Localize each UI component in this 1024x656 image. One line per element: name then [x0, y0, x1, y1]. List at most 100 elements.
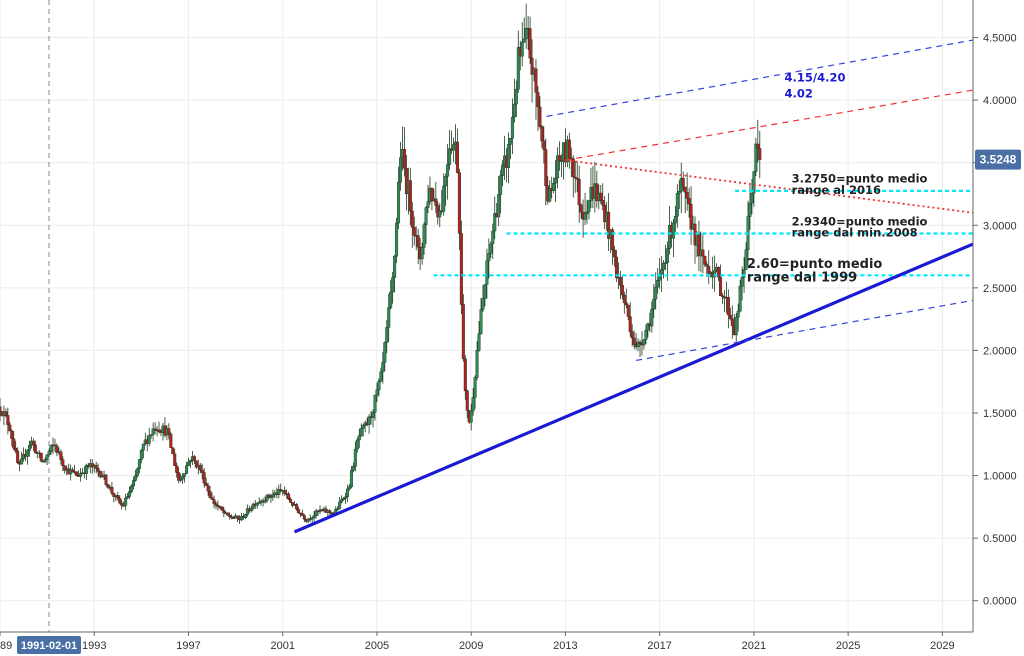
candle	[571, 155, 575, 198]
candle	[49, 444, 53, 455]
candle-body	[45, 454, 49, 460]
candle-body	[312, 515, 316, 518]
candle-body	[469, 410, 473, 423]
candle-body	[446, 164, 450, 177]
candle-body	[402, 149, 406, 169]
candle	[726, 289, 730, 329]
candle-body	[153, 428, 157, 431]
candle-body	[630, 331, 634, 339]
candle	[720, 292, 724, 305]
x-axis[interactable]: 1989 1993 1997 2001 2005 2009 2013 2017 2021 2025…	[0, 631, 1024, 656]
candle-body	[524, 27, 528, 40]
candle	[689, 186, 693, 245]
candle-body	[720, 295, 724, 297]
y-tick-label: 2.5000	[983, 283, 1017, 295]
x-tick-label: 2029	[930, 640, 954, 652]
y-axis[interactable]: 0.0000 0.5000 1.0000 1.5000 2.0000 2.5000 3.00…	[972, 0, 1024, 656]
candle-body	[192, 456, 196, 461]
candle	[410, 201, 414, 248]
candle	[395, 217, 399, 263]
candle-body	[10, 430, 14, 439]
candle	[548, 180, 552, 203]
candle	[336, 506, 340, 511]
candle	[75, 471, 79, 477]
candle-body	[294, 504, 298, 510]
candle	[349, 465, 353, 489]
candle-body	[353, 448, 357, 467]
candle	[660, 256, 664, 292]
candle-body	[210, 497, 214, 500]
candle	[389, 280, 393, 310]
candle-body	[473, 377, 477, 398]
candle	[469, 403, 473, 431]
candle	[143, 432, 147, 446]
candle-body	[43, 459, 47, 462]
candle-body	[516, 47, 520, 90]
candle-body	[336, 508, 340, 510]
candle-body	[230, 516, 234, 519]
candle-body	[124, 497, 128, 506]
candle	[222, 506, 226, 518]
candle-body	[677, 191, 681, 194]
candle-body	[98, 471, 102, 477]
candle-body	[357, 435, 361, 441]
candle	[14, 440, 18, 454]
candle	[717, 266, 721, 281]
candle	[230, 514, 234, 520]
candle	[210, 492, 214, 500]
candle-body	[730, 318, 734, 326]
candle-body	[701, 249, 705, 257]
candle-body	[393, 255, 397, 278]
candle-body	[371, 412, 375, 419]
candle	[133, 469, 137, 482]
candle-body	[463, 358, 467, 392]
candle-body	[575, 178, 579, 180]
candle-body	[59, 451, 63, 460]
candle-body	[408, 180, 412, 212]
candle	[393, 254, 397, 293]
candle	[251, 502, 255, 510]
candle	[141, 443, 145, 459]
candle-body	[491, 230, 495, 245]
candle	[12, 431, 16, 451]
candle-body	[530, 57, 534, 75]
candle	[228, 512, 232, 520]
candle-body	[141, 443, 145, 451]
candle-body	[707, 265, 711, 274]
candle-body	[130, 485, 134, 492]
candle	[100, 471, 104, 478]
candle	[607, 193, 611, 251]
candle-body	[226, 512, 230, 516]
candle	[736, 303, 740, 332]
candle-body	[475, 350, 479, 378]
candle	[618, 270, 622, 299]
x-tick-label: 2009	[459, 640, 483, 652]
candle-body	[636, 341, 640, 348]
candle-body	[277, 489, 281, 495]
candle-body	[349, 470, 353, 487]
candle-body	[703, 255, 707, 265]
candle	[98, 470, 102, 479]
candle	[475, 341, 479, 381]
candle-body	[232, 517, 236, 519]
candle-body	[214, 503, 218, 506]
candle-body	[646, 323, 650, 331]
candle	[192, 454, 196, 465]
candle-body	[137, 459, 141, 469]
candle-body	[528, 28, 532, 59]
candle-body	[567, 139, 571, 159]
x-tick-label: 2025	[836, 640, 860, 652]
candle-body	[412, 227, 416, 236]
candle-body	[96, 468, 100, 472]
candle	[27, 440, 31, 457]
candle	[681, 171, 685, 192]
candle-body	[167, 428, 171, 435]
candle	[408, 167, 412, 226]
candle-body	[169, 433, 173, 448]
annotation-target-1: 4.15/4.20	[785, 70, 846, 84]
candle-body	[25, 450, 29, 457]
candle	[245, 504, 249, 517]
grid	[0, 0, 973, 632]
candle-body	[300, 513, 304, 516]
trend-line-red-rising	[565, 89, 974, 161]
